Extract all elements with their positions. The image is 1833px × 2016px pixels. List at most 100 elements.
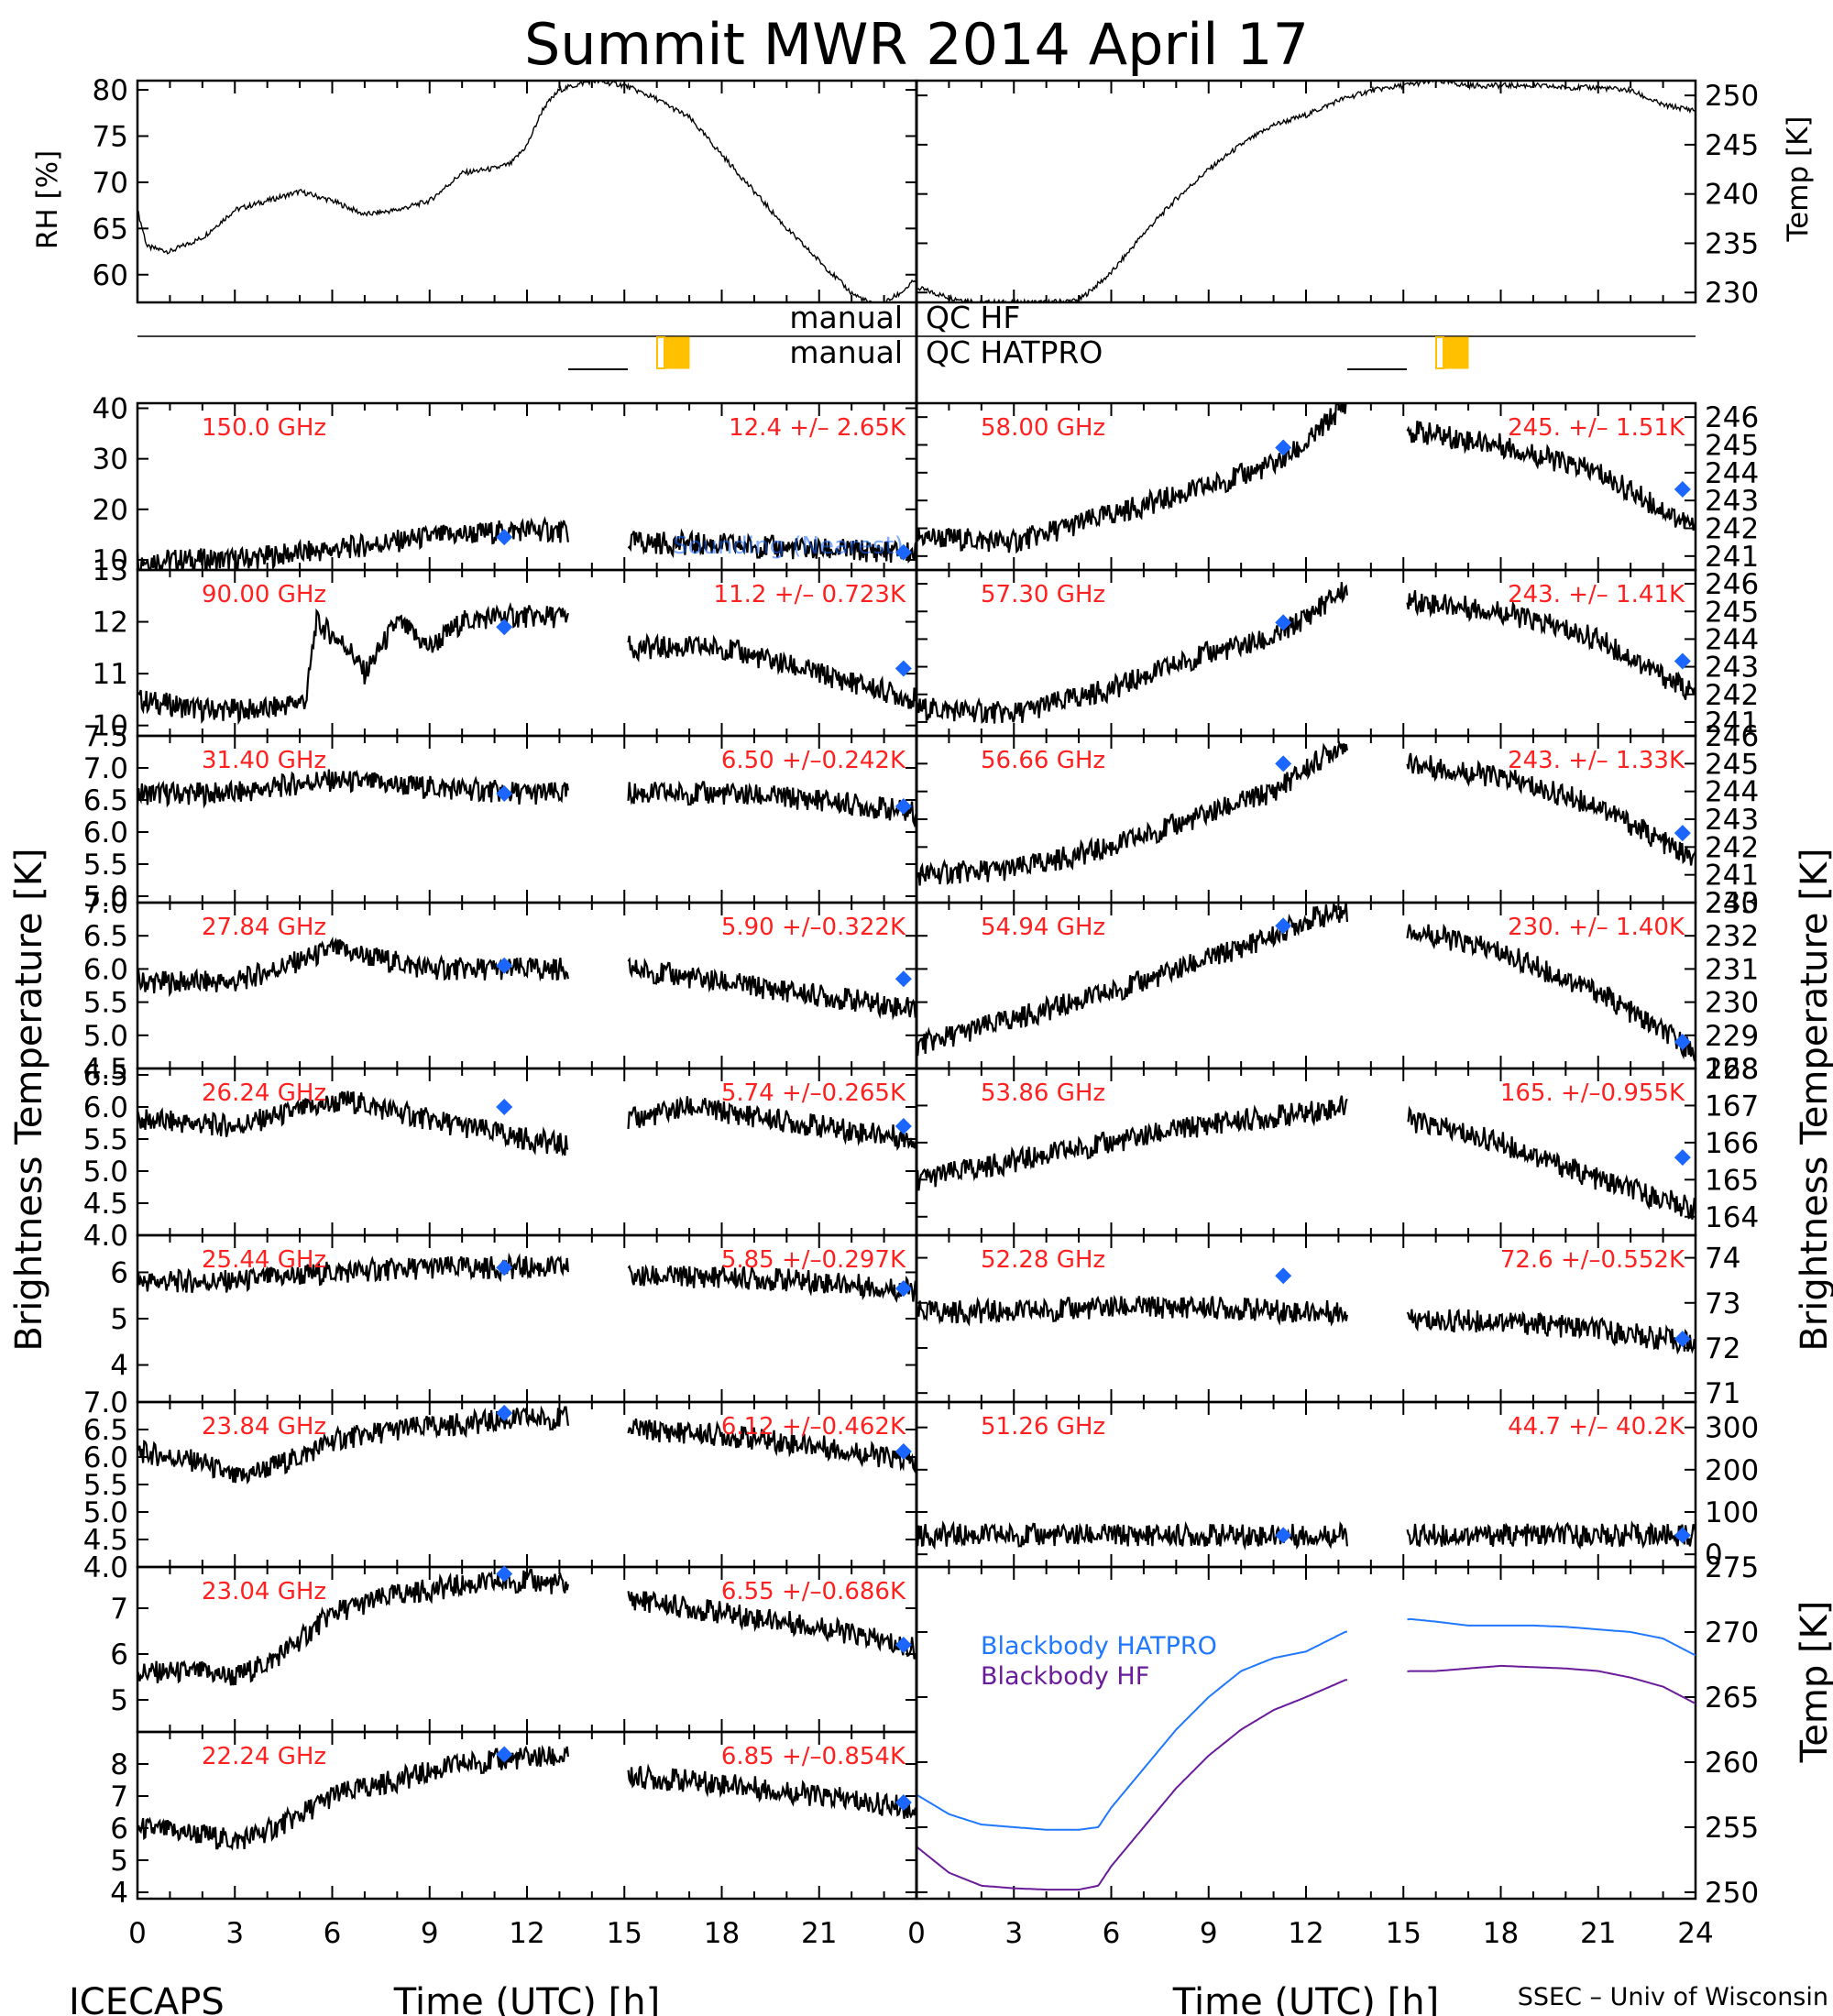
stat-label: 6.50 +/–0.242K — [721, 747, 906, 774]
panel-tb-52.28: 71 72 73 74 52.28 GHz 72.6 +/–0.552K — [915, 1233, 1740, 1410]
y-tick-label: 244 — [1705, 623, 1759, 656]
y-tick-label: 75 — [93, 121, 128, 154]
sounding-marker — [895, 660, 912, 677]
y-tick-label: 255 — [1705, 1812, 1759, 1845]
tb-trace-line — [916, 903, 1348, 1057]
rh-ylabel: RH [%] — [31, 150, 64, 249]
stat-label: 5.85 +/–0.297K — [721, 1246, 906, 1274]
footer-icecaps: ICECAPS — [69, 1981, 225, 2016]
y-tick-label: 5.0 — [83, 1020, 128, 1053]
stat-label: 6.55 +/–0.686K — [721, 1578, 906, 1605]
y-tick-label: 7.0 — [83, 752, 128, 785]
sounding-marker — [1674, 1149, 1691, 1167]
stat-label: 245. +/– 1.51K — [1508, 414, 1685, 442]
blackbody-hf-line — [1407, 1664, 1696, 1704]
tb-trace-line — [137, 1744, 569, 1851]
y-tick-label: 70 — [93, 167, 128, 200]
sounding-marker — [895, 543, 912, 561]
left-ylabel: Brightness Temperature [K] — [8, 848, 50, 1351]
footer-ssec: SSEC – Univ of Wisconsin — [1518, 1983, 1828, 2011]
frequency-label: 26.24 GHz — [202, 1079, 326, 1107]
y-tick-label: 7.0 — [83, 1386, 128, 1419]
y-tick-label: 40 — [93, 393, 128, 426]
qc-manual-label-2: manual — [789, 334, 903, 370]
x-tick-label: 18 — [1483, 1917, 1519, 1950]
stat-label: 44.7 +/– 40.2K — [1508, 1413, 1685, 1441]
y-tick-label: 5 — [110, 1684, 128, 1717]
frequency-label: 22.24 GHz — [202, 1743, 326, 1770]
panel-tb-23.04: 5 6 7 23.04 GHz 6.55 +/–0.686K — [110, 1565, 918, 1734]
x-tick-label: 24 — [1677, 1917, 1713, 1950]
frequency-label: 54.94 GHz — [981, 914, 1105, 941]
y-tick-label: 7 — [110, 1780, 128, 1813]
y-tick-label: 4.5 — [83, 1188, 128, 1221]
x-tick-label: 3 — [225, 1917, 244, 1950]
y-tick-label: 245 — [1705, 129, 1759, 162]
sounding-marker — [496, 1099, 513, 1115]
frequency-label: 56.66 GHz — [981, 747, 1105, 774]
y-tick-label: 246 — [1705, 568, 1759, 601]
tb-trace-line — [916, 582, 1348, 724]
x-tick-label: 3 — [1004, 1917, 1023, 1950]
y-tick-label: 72 — [1705, 1332, 1740, 1365]
y-tick-label: 235 — [1705, 227, 1759, 260]
y-tick-label: 244 — [1705, 457, 1759, 490]
tb-trace-line — [627, 780, 916, 828]
y-tick-label: 7.5 — [83, 720, 128, 753]
tb-trace-line — [1406, 1520, 1696, 1550]
frequency-label: 52.28 GHz — [981, 1246, 1105, 1274]
sounding-marker — [1674, 481, 1691, 499]
sounding-marker — [496, 529, 513, 546]
frequency-label: 27.84 GHz — [202, 914, 326, 941]
panel-tb-51.26: 0 100 200 300 51.26 GHz 44.7 +/– 40.2K — [915, 1400, 1759, 1572]
y-tick-label: 4.5 — [83, 1524, 128, 1557]
y-tick-label: 6 — [110, 1638, 128, 1671]
y-tick-label: 5.5 — [83, 849, 128, 882]
tb-trace-line — [916, 1520, 1348, 1551]
stat-label: 12.4 +/– 2.65K — [729, 414, 906, 442]
y-tick-label: 8 — [110, 1748, 128, 1781]
sounding-marker — [895, 1637, 912, 1653]
y-tick-label: 6.5 — [83, 1059, 128, 1092]
panel-frame — [915, 79, 1697, 304]
panel-tb-90.00: 10 11 12 13 90.00 GHz 11.2 +/– 0.723K — [93, 554, 918, 743]
x-tick-label: 18 — [704, 1917, 740, 1950]
x-tick-label: 6 — [324, 1917, 342, 1950]
frequency-label: 57.30 GHz — [981, 581, 1105, 608]
y-tick-label: 6 — [110, 1256, 128, 1289]
stat-label: 5.74 +/–0.265K — [721, 1079, 906, 1107]
tb-trace-line — [627, 957, 916, 1021]
y-tick-label: 200 — [1705, 1454, 1759, 1487]
y-tick-label: 7 — [110, 1593, 128, 1626]
sounding-marker — [1674, 1034, 1691, 1051]
y-tick-label: 10 — [93, 710, 128, 743]
x-tick-label: 6 — [1103, 1917, 1121, 1950]
qc-right-flag-outline — [1435, 336, 1444, 369]
y-tick-label: 4.5 — [83, 1053, 128, 1086]
sounding-marker — [496, 1565, 513, 1583]
tb-trace-line — [916, 1294, 1348, 1327]
y-tick-label: 4 — [110, 1877, 128, 1910]
y-tick-label: 265 — [1705, 1682, 1759, 1715]
tb-trace-line — [137, 1568, 569, 1686]
y-tick-label: 5.0 — [83, 1496, 128, 1529]
tb-trace-line — [916, 740, 1348, 886]
y-tick-label: 13 — [93, 554, 128, 587]
y-tick-label: 73 — [1705, 1287, 1740, 1320]
tb-trace-line — [627, 1418, 916, 1474]
tb-trace-line — [627, 632, 916, 709]
y-tick-label: 5.5 — [83, 1123, 128, 1156]
sounding-marker — [895, 970, 912, 988]
tb-trace-line — [137, 1252, 569, 1294]
qc-hf-label: QC HF — [926, 300, 1020, 335]
sounding-marker — [496, 1746, 513, 1763]
y-tick-label: 4.0 — [83, 1220, 128, 1253]
x-tick-label: 9 — [1200, 1917, 1218, 1950]
stat-label: 6.12 +/–0.462K — [721, 1413, 906, 1441]
y-tick-label: 228 — [1705, 1053, 1759, 1086]
y-tick-label: 230 — [1705, 277, 1759, 310]
frequency-label: 53.86 GHz — [981, 1079, 1105, 1107]
sounding-marker — [1674, 652, 1691, 670]
sounding-marker — [895, 1118, 912, 1134]
